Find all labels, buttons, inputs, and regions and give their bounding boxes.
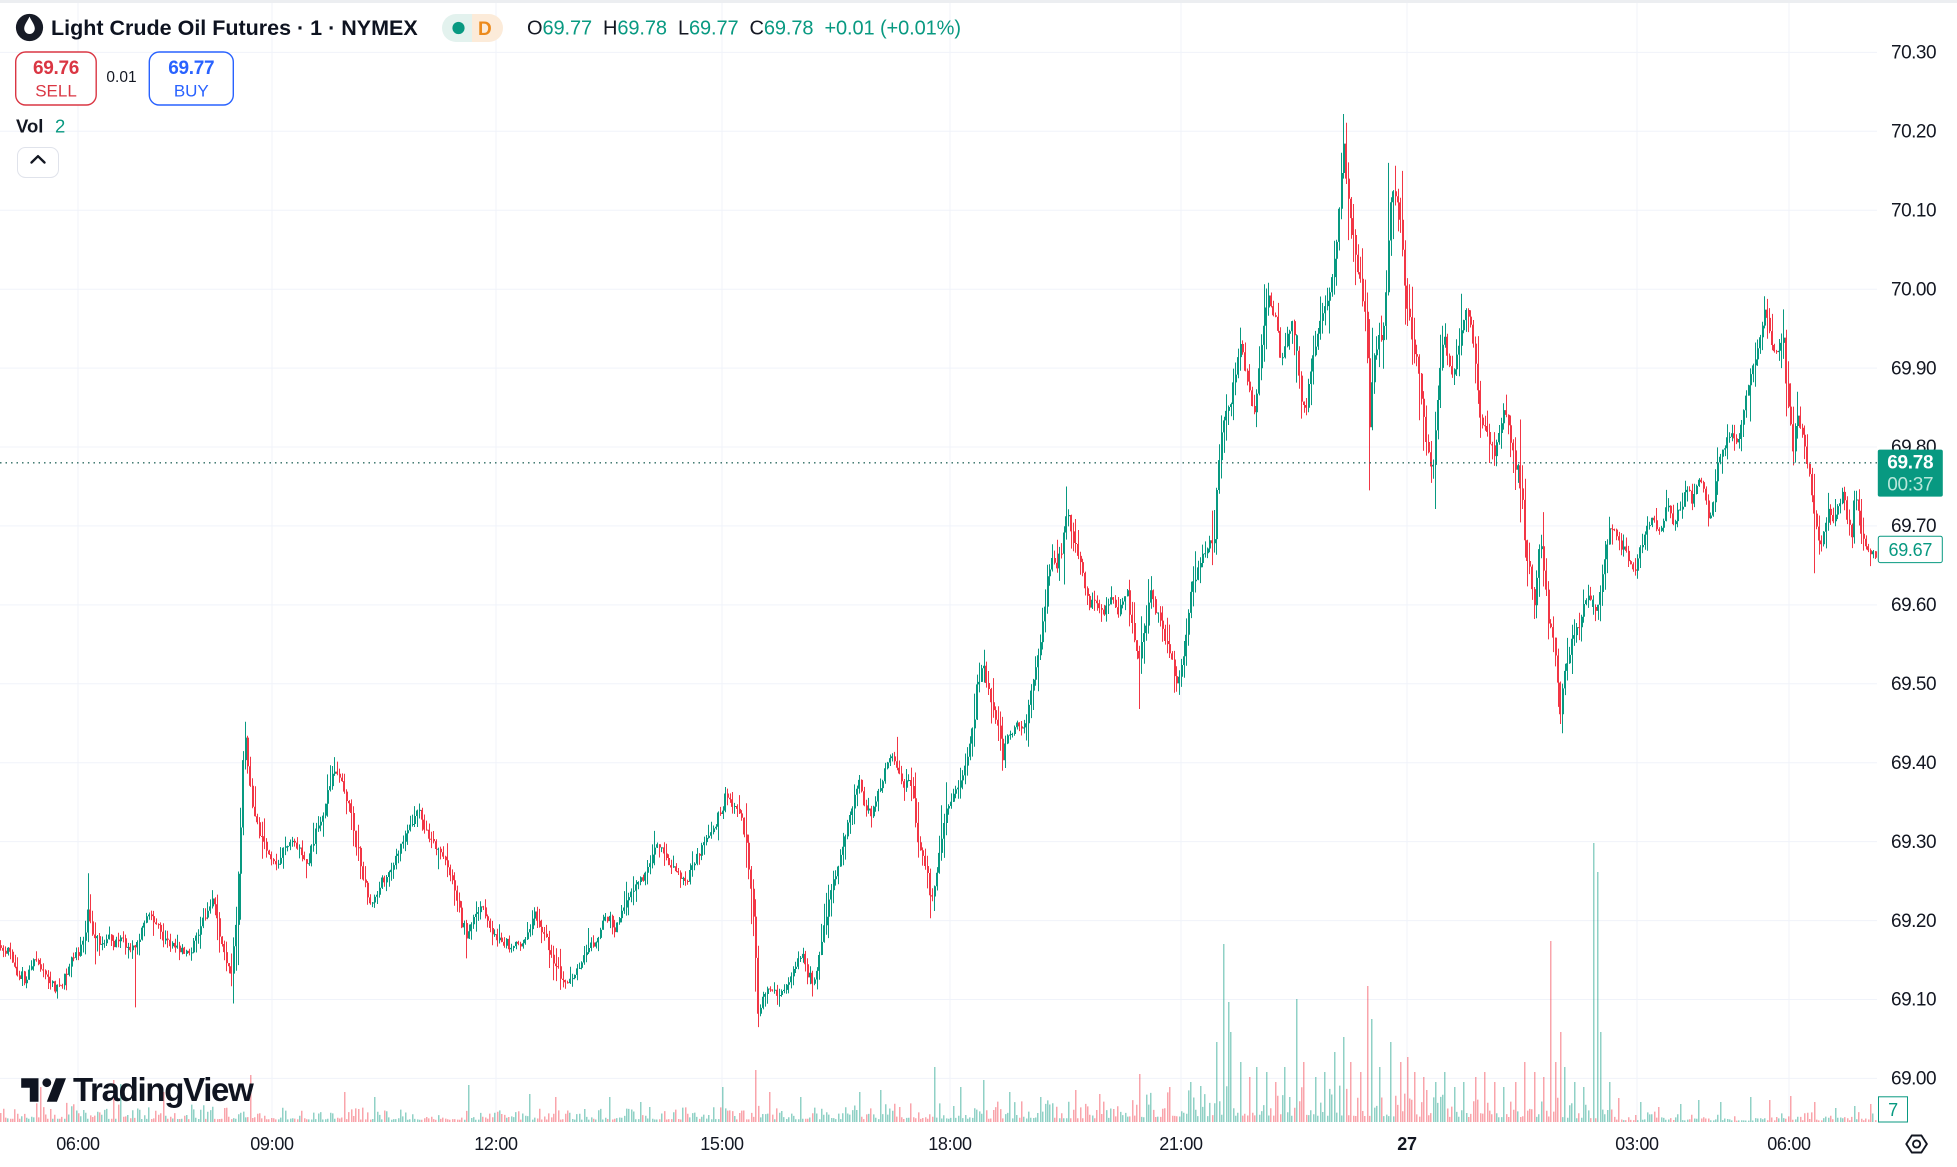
svg-text:70.00: 70.00 <box>1891 279 1936 300</box>
svg-text:00:37: 00:37 <box>1887 475 1933 496</box>
svg-text:70.30: 70.30 <box>1891 43 1936 64</box>
svg-text:15:00: 15:00 <box>700 1134 744 1154</box>
svg-text:21:00: 21:00 <box>1159 1134 1203 1154</box>
svg-text:69.76: 69.76 <box>33 58 79 79</box>
svg-text:Vol: Vol <box>16 116 43 137</box>
svg-text:06:00: 06:00 <box>56 1134 100 1154</box>
svg-text:69.67: 69.67 <box>1889 540 1933 560</box>
svg-text:12:00: 12:00 <box>474 1134 518 1154</box>
svg-text:27: 27 <box>1397 1134 1417 1154</box>
svg-text:69.20: 69.20 <box>1891 911 1936 932</box>
svg-text:69.70: 69.70 <box>1891 516 1936 537</box>
svg-text:18:00: 18:00 <box>928 1134 972 1154</box>
svg-text:Light Crude Oil Futures · 1 ·: Light Crude Oil Futures · 1 · NYMEX <box>51 16 418 40</box>
svg-text:09:00: 09:00 <box>250 1134 294 1154</box>
svg-text:69.60: 69.60 <box>1891 595 1936 616</box>
svg-text:TradingView: TradingView <box>73 1071 254 1108</box>
svg-text:70.10: 70.10 <box>1891 200 1936 221</box>
svg-text:03:00: 03:00 <box>1615 1134 1659 1154</box>
svg-text:69.90: 69.90 <box>1891 358 1936 379</box>
svg-text:7: 7 <box>1888 1100 1898 1120</box>
svg-text:0.01: 0.01 <box>106 69 136 86</box>
svg-text:69.40: 69.40 <box>1891 753 1936 774</box>
svg-text:69.77: 69.77 <box>168 58 214 79</box>
svg-text:2: 2 <box>55 116 65 137</box>
svg-text:06:00: 06:00 <box>1767 1134 1811 1154</box>
svg-text:69.10: 69.10 <box>1891 990 1936 1011</box>
svg-text:BUY: BUY <box>174 82 209 101</box>
svg-text:69.30: 69.30 <box>1891 832 1936 853</box>
svg-text:70.20: 70.20 <box>1891 122 1936 143</box>
svg-text:69.00: 69.00 <box>1891 1069 1936 1090</box>
svg-text:69.78: 69.78 <box>1887 453 1933 474</box>
svg-text:69.50: 69.50 <box>1891 674 1936 695</box>
svg-text:SELL: SELL <box>35 82 77 101</box>
svg-text:D: D <box>478 19 492 40</box>
